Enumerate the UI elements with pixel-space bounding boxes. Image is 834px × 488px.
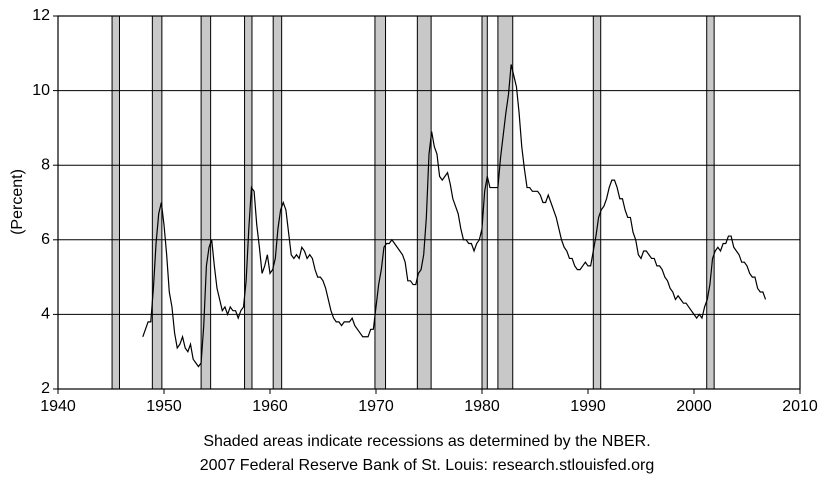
- y-tick-label: 6: [41, 231, 50, 248]
- recession-band: [481, 15, 488, 390]
- note: Shaded areas indicate recessions as dete…: [203, 433, 650, 450]
- unemployment-line: [142, 64, 767, 368]
- x-tick-label: 2010: [782, 398, 818, 415]
- recession-band: [374, 15, 387, 390]
- y-axis-label: (Percent): [9, 169, 26, 235]
- x-tick-label: 2000: [676, 398, 712, 415]
- x-tick-label: 1970: [358, 398, 394, 415]
- x-tick-label: 1960: [252, 398, 288, 415]
- y-tick-label: 10: [32, 82, 50, 99]
- x-tick-label: 1990: [570, 398, 606, 415]
- plot-frame: [57, 15, 801, 390]
- note: 2007 Federal Reserve Bank of St. Louis: …: [200, 457, 654, 474]
- recession-band: [151, 15, 163, 390]
- y-tick-label: 2: [41, 380, 50, 397]
- recession-band: [592, 15, 602, 390]
- y-tick-label: 4: [41, 306, 50, 323]
- recession-band: [706, 15, 715, 390]
- x-tick-label: 1950: [146, 398, 182, 415]
- recession-band: [111, 15, 120, 390]
- y-tick-label: 8: [41, 156, 50, 173]
- y-tick-label: 12: [32, 7, 50, 24]
- recession-band: [416, 15, 432, 390]
- recession-band: [200, 15, 212, 390]
- x-tick-label: 1940: [40, 398, 76, 415]
- x-tick-label: 1980: [464, 398, 500, 415]
- recession-band: [272, 15, 283, 390]
